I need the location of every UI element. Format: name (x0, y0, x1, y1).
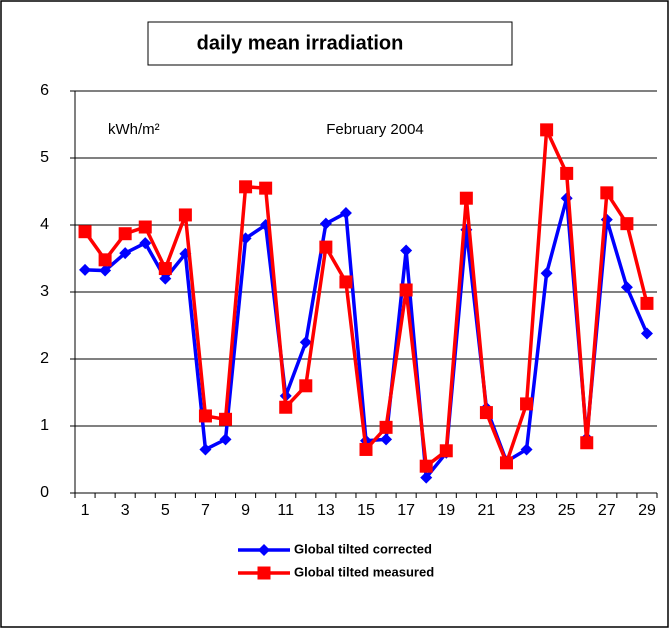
data-point (99, 264, 112, 277)
data-point (520, 397, 534, 411)
data-point (479, 406, 493, 420)
data-point (299, 379, 313, 393)
data-point (158, 262, 172, 276)
x-tick-label: 29 (638, 502, 656, 519)
y-tick-label: 2 (40, 350, 49, 367)
x-tick-label: 3 (121, 502, 130, 519)
legend-marker (257, 566, 271, 580)
y-tick-label: 4 (40, 216, 49, 233)
data-point (299, 336, 312, 349)
x-tick-label: 11 (277, 502, 294, 519)
legend-marker (258, 544, 270, 556)
y-tick-label: 1 (40, 417, 49, 434)
x-tick-label: 19 (437, 502, 455, 519)
data-point (400, 244, 413, 257)
x-tick-label: 9 (241, 502, 250, 519)
data-point (499, 456, 513, 470)
legend-label: Global tilted measured (294, 564, 434, 579)
data-point (178, 208, 192, 222)
x-tick-label: 17 (397, 502, 415, 519)
x-tick-label: 25 (558, 502, 576, 519)
data-point (79, 263, 92, 276)
data-point (379, 420, 393, 434)
x-tick-label: 21 (478, 502, 496, 519)
data-point (640, 296, 654, 310)
data-point (259, 181, 273, 195)
data-point (540, 123, 554, 137)
data-point (600, 186, 614, 200)
data-point (319, 240, 333, 254)
y-tick-label: 5 (40, 149, 49, 166)
data-point (119, 247, 132, 260)
data-point (78, 225, 92, 239)
y-tick-label: 6 (40, 82, 49, 99)
data-point (219, 412, 233, 426)
x-tick-label: 23 (518, 502, 536, 519)
chart-title: daily mean irradiation (197, 32, 404, 54)
x-tick-label: 1 (81, 502, 90, 519)
data-point (419, 459, 433, 473)
data-point (620, 217, 634, 231)
data-point (520, 443, 533, 456)
data-point (159, 272, 172, 285)
data-point (459, 191, 473, 205)
data-point (199, 443, 212, 456)
data-point (399, 283, 413, 297)
data-point (339, 275, 353, 289)
data-point (319, 217, 332, 230)
data-point (118, 227, 132, 241)
data-point (98, 253, 112, 267)
data-point (219, 433, 232, 446)
data-point (198, 409, 212, 423)
data-point (580, 436, 594, 450)
data-point (380, 433, 393, 446)
x-tick-label: 7 (201, 502, 210, 519)
x-tick-label: 13 (317, 502, 335, 519)
x-tick-label: 5 (161, 502, 170, 519)
data-point (420, 471, 433, 484)
data-point (239, 180, 253, 194)
data-point (540, 267, 553, 280)
data-point (339, 206, 352, 219)
title-box (147, 21, 513, 66)
period-annotation: February 2004 (326, 121, 424, 138)
data-point (640, 327, 653, 340)
x-tick-label: 15 (357, 502, 375, 519)
data-point (359, 442, 373, 456)
x-tick-label: 27 (598, 502, 616, 519)
y-tick-label: 3 (40, 283, 49, 300)
data-point (560, 166, 574, 180)
y-tick-label: 0 (40, 484, 49, 501)
data-point (279, 400, 293, 414)
data-point (439, 444, 453, 458)
unit-annotation: kWh/m² (108, 121, 160, 138)
data-point (620, 281, 633, 294)
data-point (139, 237, 152, 250)
legend-label: Global tilted corrected (294, 541, 432, 556)
data-point (138, 220, 152, 234)
